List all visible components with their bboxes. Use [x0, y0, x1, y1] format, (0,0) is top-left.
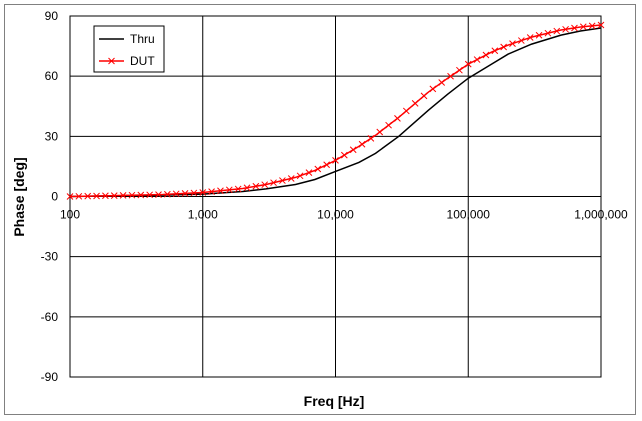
series-marker-dut: [261, 181, 269, 189]
y-tick-label: -30: [41, 250, 59, 264]
series-marker-dut: [314, 165, 322, 173]
series-marker-dut: [119, 192, 127, 199]
series-marker-dut: [588, 22, 596, 30]
series-marker-dut: [270, 179, 277, 187]
series-marker-dut: [349, 146, 357, 154]
series-layer: [66, 21, 605, 200]
series-marker-dut: [491, 47, 499, 55]
series-marker-dut: [323, 161, 331, 169]
y-tick-label: 30: [45, 129, 59, 143]
series-marker-dut: [544, 29, 552, 37]
series-marker-dut: [367, 135, 375, 142]
tick-labels: 100 1,000 10,000 100,000 1,000,000 90 60 30 0 -30…: [41, 9, 628, 384]
series-marker-dut: [517, 37, 525, 44]
series-marker-dut: [172, 190, 180, 198]
x-axis-label: Freq [Hz]: [304, 393, 365, 409]
series-marker-dut: [208, 188, 215, 195]
series-marker-dut: [217, 187, 224, 195]
series-marker-dut: [535, 31, 543, 39]
series-marker-dut: [597, 21, 605, 29]
x-tick-label: 10,000: [317, 208, 354, 222]
series-marker-dut: [128, 191, 136, 199]
series-marker-dut: [340, 151, 348, 159]
series-marker-dut: [66, 193, 74, 200]
series-marker-dut: [181, 190, 189, 197]
series-marker-dut: [102, 192, 109, 200]
series-marker-dut: [447, 72, 454, 80]
series-marker-dut: [438, 79, 446, 86]
legend-box: [93, 25, 165, 73]
series-marker-dut: [464, 60, 472, 68]
series-marker-dut: [234, 185, 242, 193]
series-marker-dut: [279, 177, 286, 184]
y-tick-label: -60: [41, 310, 59, 324]
legend-label-thru: Thru: [130, 32, 155, 46]
series-marker-dut: [553, 27, 561, 35]
series-marker-dut: [332, 157, 339, 164]
x-tick-label: 1,000,000: [574, 208, 628, 222]
series-marker-dut: [243, 184, 251, 192]
series-marker-dut: [411, 100, 419, 107]
y-axis-label: Phase [deg]: [11, 157, 27, 236]
series-line-dut: [69, 24, 602, 198]
series-marker-dut: [190, 189, 198, 197]
series-marker-dut: [84, 192, 92, 200]
series-marker-dut: [562, 25, 569, 33]
series-marker-dut: [296, 172, 304, 180]
series-marker-dut: [402, 107, 410, 115]
series-marker-dut: [163, 190, 171, 198]
series-marker-dut: [385, 121, 392, 129]
y-tick-label: -90: [41, 370, 59, 384]
series-marker-dut: [482, 51, 490, 59]
series-marker-dut: [376, 128, 384, 136]
y-tick-label: 90: [45, 9, 59, 23]
legend-label-dut: DUT: [130, 54, 155, 68]
x-tick-label: 100: [60, 208, 80, 222]
grid: [69, 15, 602, 378]
series-marker-dut: [287, 175, 295, 182]
series-marker-dut: [579, 23, 587, 31]
series-marker-dut: [500, 43, 508, 51]
legend: Thru DUT: [93, 25, 165, 73]
legend-marker-dut: [108, 57, 115, 65]
x-tick-label: 1,000: [188, 208, 218, 222]
series-marker-dut: [429, 85, 437, 93]
y-tick-label: 0: [51, 190, 58, 204]
series-marker-dut: [526, 34, 534, 41]
series-line-thru: [69, 27, 602, 198]
series-marker-dut: [305, 169, 313, 176]
series-marker-dut: [394, 114, 401, 122]
series-marker-dut: [75, 192, 83, 200]
series-marker-dut: [93, 192, 100, 200]
series-marker-dut: [473, 56, 481, 63]
series-marker-dut: [146, 191, 154, 199]
y-tick-label: 60: [45, 69, 59, 83]
series-marker-dut: [358, 140, 366, 148]
x-tick-label: 100,000: [447, 208, 491, 222]
series-marker-dut: [155, 191, 162, 198]
series-marker-dut: [137, 191, 145, 199]
series-marker-dut: [110, 192, 118, 199]
series-marker-dut: [509, 40, 516, 47]
series-marker-dut: [420, 92, 428, 100]
series-marker-dut: [571, 24, 578, 32]
series-marker-dut: [456, 66, 463, 74]
series-marker-dut: [199, 189, 207, 196]
series-marker-dut: [225, 186, 233, 194]
series-marker-dut: [252, 182, 260, 190]
